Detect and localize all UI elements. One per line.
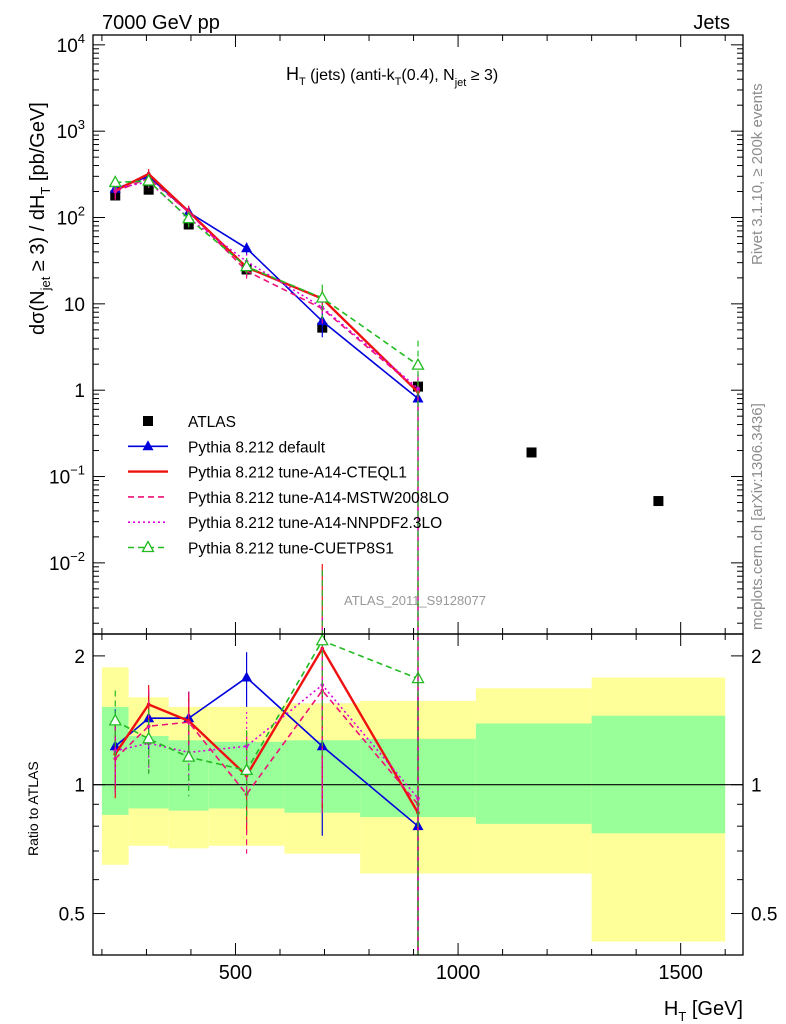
ratio-y-tick-label-right: 2: [751, 647, 762, 668]
main-y-label: dσ(Njet ≥ 3) / dHT [pb/GeV]: [27, 102, 53, 335]
ratio-y-label: Ratio to ATLAS: [25, 761, 41, 856]
main-line-default: [114, 175, 419, 400]
ratio-y-tick-label: 2: [74, 647, 85, 668]
ratio-line-mstw: [114, 689, 419, 805]
ratio-point-cuetp8s1: [142, 731, 156, 744]
analysis-id: ATLAS_2011_S9128077: [344, 593, 486, 608]
legend: ATLAS Pythia 8.212 default Pythia 8.212 tu…: [128, 414, 449, 558]
main-line-cteql1: [114, 172, 419, 393]
main-point-mstw: [113, 189, 118, 194]
main-point-cuetp8s1: [142, 173, 156, 186]
ratio-y-tick-label-right: 1: [751, 776, 762, 797]
main-line-cuetp8s1: [115, 180, 419, 366]
main-y-tick-label: 10−1: [49, 463, 85, 489]
ratio-line-cteql1: [114, 646, 420, 814]
ratio-point-cuetp8s1: [239, 763, 254, 776]
x-axis-label: HT [GeV]: [664, 998, 743, 1024]
main-point-cuetp8s1: [108, 175, 122, 188]
main-point-cuetp8s1: [315, 290, 329, 303]
ratio-point-cuetp8s1: [182, 749, 196, 762]
ratio-frame: [92, 633, 744, 956]
ratio-line-nnpdf: [115, 683, 419, 799]
main-point-default: [241, 242, 253, 253]
mcplots-label: mcplots.cern.ch [arXiv:1306.3436]: [749, 403, 766, 630]
legend-marker-cuetp8s1: [141, 540, 155, 553]
category-label: Jets: [693, 12, 730, 34]
ratio-band-green: [591, 715, 726, 834]
x-tick-label: 1000: [436, 962, 481, 984]
energy-label: 7000 GeV pp: [102, 12, 220, 34]
legend-label-atlas: ATLAS: [188, 414, 236, 431]
ratio-point-mstw: [186, 720, 191, 724]
main-y-tick-label: 10−2: [49, 549, 85, 575]
main-series-layer: [108, 168, 664, 955]
main-point-nnpdf: [416, 386, 420, 391]
main-y-tick-label: 1: [74, 381, 85, 402]
legend-label-default: Pythia 8.212 default: [188, 439, 326, 456]
main-y-tick-label: 102: [57, 204, 85, 230]
plot-title: HT (jets) (anti-kT(0.4), Njet ≥ 3): [286, 64, 498, 89]
ratio-y-tick-label: 1: [74, 776, 85, 797]
ratio-y-tick-label: 0.5: [59, 905, 85, 926]
main-point-cuetp8s1: [239, 259, 254, 272]
main-point-atlas: [143, 184, 154, 195]
legend-label-mstw: Pythia 8.212 tune-A14-MSTW2008LO: [188, 490, 449, 507]
legend-label-nnpdf: Pythia 8.212 tune-A14-NNPDF2.3LO: [188, 515, 442, 532]
main-point-cuetp8s1: [182, 211, 196, 224]
ratio-point-cuetp8s1: [108, 713, 122, 726]
main-point-cuetp8s1: [411, 357, 425, 370]
ratio-band-green: [475, 723, 592, 824]
main-point-atlas: [653, 496, 664, 507]
ratio-point-default: [241, 671, 253, 682]
legend-marker-atlas: [143, 416, 153, 426]
main-y-tick-label: 104: [57, 31, 85, 57]
ratio-line-default: [114, 676, 419, 827]
rivet-label: Rivet 3.1.10, ≥ 200k events: [749, 83, 766, 265]
x-tick-label: 1500: [658, 962, 703, 984]
legend-label-cuetp8s1: Pythia 8.212 tune-CUETP8S1: [188, 541, 394, 558]
main-line-mstw: [114, 177, 419, 391]
main-line-nnpdf: [115, 180, 419, 389]
legend-label-cteql1: Pythia 8.212 tune-A14-CTEQL1: [188, 465, 407, 482]
legend-marker-default: [142, 440, 154, 451]
main-y-tick-label: 10: [64, 295, 85, 316]
x-tick-label: 500: [219, 962, 252, 984]
main-y-tick-label: 103: [57, 117, 85, 143]
main-point-atlas: [526, 447, 537, 458]
ratio-point-cuetp8s1: [315, 633, 329, 646]
ratio-y-tick-label-right: 0.5: [751, 905, 777, 926]
ratio-line-cuetp8s1: [114, 639, 419, 772]
